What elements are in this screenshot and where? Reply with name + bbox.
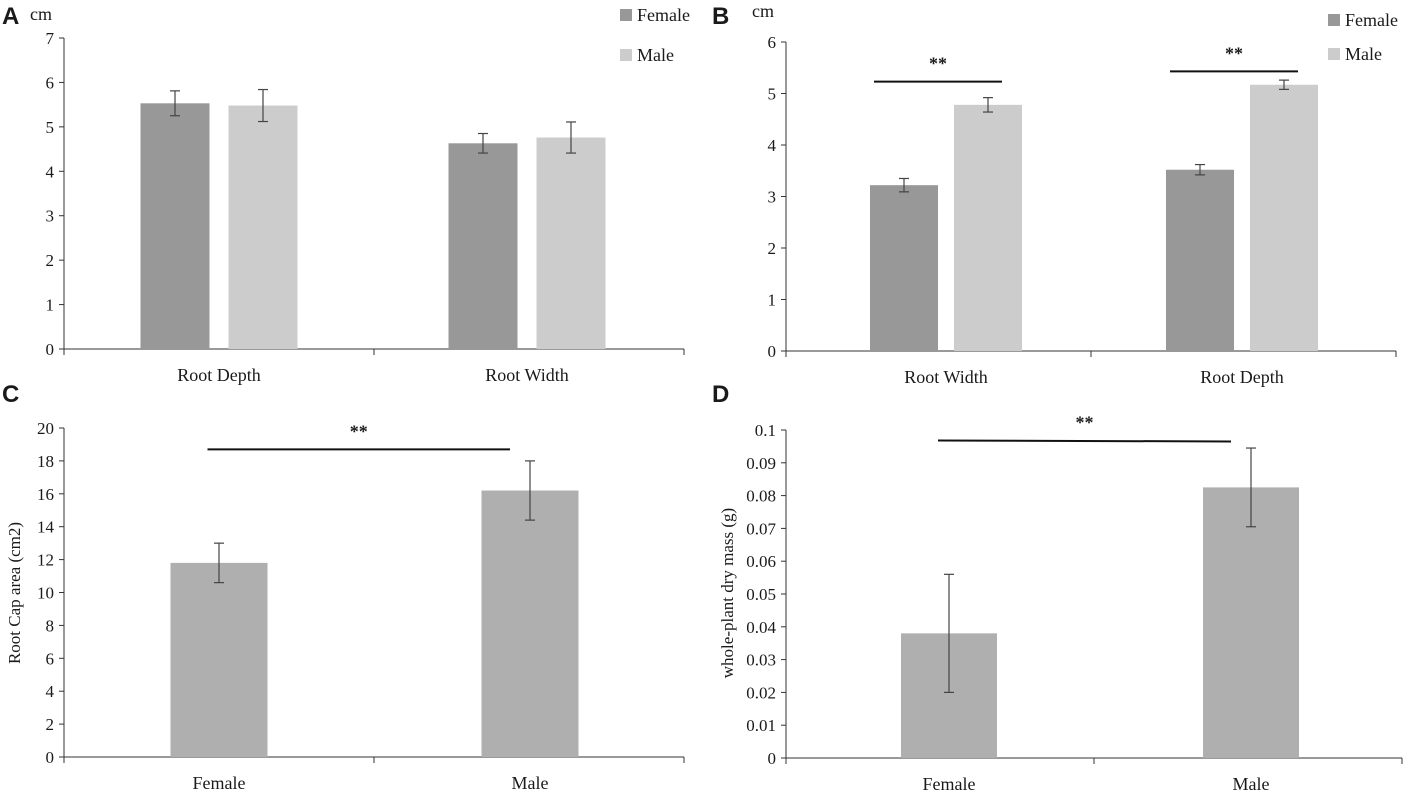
x-category-label: Male xyxy=(1233,774,1270,790)
significance-label: ** xyxy=(1076,412,1094,432)
y-tick-label: 14 xyxy=(37,518,55,537)
panel-b: B cm 0 1 2 3 4 5 6 Root Width Root Depth ** ** Fe… xyxy=(712,1,1398,387)
legend-label-female: Female xyxy=(637,5,690,25)
x-category-label: Root Depth xyxy=(177,365,261,385)
y-tick-label: 2 xyxy=(768,239,777,258)
y-tick-label: 0.06 xyxy=(746,552,776,571)
y-tick-label: 0.08 xyxy=(746,487,776,506)
panel-c-y-axis-label: Root Cap area (cm2) xyxy=(5,522,24,664)
x-category-label: Root Width xyxy=(485,365,568,385)
legend-label-male: Male xyxy=(1345,44,1382,64)
panel-d: D whole-plant dry mass (g) 0 0.01 0.02 0.03… xyxy=(712,381,1403,794)
y-tick-label: 6 xyxy=(768,33,777,52)
y-tick-label: 16 xyxy=(37,485,54,504)
panel-letter-b: B xyxy=(712,3,729,30)
y-tick-label: 0 xyxy=(768,342,777,361)
y-tick-label: 0 xyxy=(768,749,777,768)
bar-male xyxy=(954,104,1022,351)
panel-letter-a: A xyxy=(2,3,19,30)
bar-female xyxy=(870,185,938,351)
y-tick-label: 0 xyxy=(46,748,55,767)
legend-label-female: Female xyxy=(1345,10,1398,30)
y-tick-label: 8 xyxy=(46,616,55,635)
y-tick-label: 7 xyxy=(46,29,55,48)
y-tick-label: 0.07 xyxy=(746,519,776,538)
y-tick-label: 0.05 xyxy=(746,585,776,604)
bar-female xyxy=(1166,169,1234,351)
y-tick-label: 3 xyxy=(46,207,55,226)
bar-root-cap-area xyxy=(481,490,579,757)
x-category-label: Male xyxy=(512,773,549,790)
y-tick-label: 4 xyxy=(46,682,55,701)
y-tick-label: 3 xyxy=(768,188,777,207)
bar-whole-plant-dry-mass xyxy=(1203,487,1299,758)
panel-a-legend: Female Male xyxy=(620,5,690,65)
x-category-label: Root Width xyxy=(904,367,987,387)
y-tick-label: 5 xyxy=(46,118,55,137)
y-tick-label: 5 xyxy=(768,85,777,104)
panel-c-bars: ** xyxy=(170,421,579,757)
significance-label: ** xyxy=(350,421,368,441)
panel-c: C Root Cap area (cm2) 0 2 4 6 8 10 12 14 16 18 20 F… xyxy=(2,381,685,793)
legend-swatch-female xyxy=(1328,14,1340,26)
y-tick-label: 0.04 xyxy=(746,618,776,637)
panel-a-unit-label: cm xyxy=(30,4,52,24)
bar-male xyxy=(536,137,606,349)
panel-c-axes: 0 2 4 6 8 10 12 14 16 18 20 Female Male xyxy=(37,419,685,793)
y-tick-label: 0.01 xyxy=(746,716,776,735)
y-tick-label: 0.1 xyxy=(755,421,776,440)
x-category-label: Female xyxy=(193,773,246,790)
panel-letter-d: D xyxy=(712,381,729,408)
y-tick-label: 18 xyxy=(37,452,54,471)
y-tick-label: 4 xyxy=(768,136,777,155)
x-category-label: Root Depth xyxy=(1200,367,1284,387)
y-tick-label: 0 xyxy=(46,340,55,359)
bar-root-cap-area xyxy=(170,562,268,757)
panel-b-bars: ** ** xyxy=(870,43,1318,352)
panel-d-axes: 0 0.01 0.02 0.03 0.04 0.05 0.06 0.07 0.08 0.09 0.1… xyxy=(746,421,1403,794)
panel-d-bars: ** xyxy=(901,412,1299,758)
x-category-label: Female xyxy=(923,774,976,790)
y-tick-label: 0.03 xyxy=(746,651,776,670)
panel-d-y-axis-label: whole-plant dry mass (g) xyxy=(718,508,737,678)
y-tick-label: 1 xyxy=(46,296,55,315)
bar-female xyxy=(448,143,518,349)
legend-label-male: Male xyxy=(637,45,674,65)
y-tick-label: 10 xyxy=(37,584,54,603)
bar-female xyxy=(140,103,210,349)
y-tick-label: 2 xyxy=(46,251,55,270)
y-tick-label: 12 xyxy=(37,551,54,570)
y-tick-label: 1 xyxy=(768,291,777,310)
panel-b-unit-label: cm xyxy=(752,1,774,21)
y-tick-label: 4 xyxy=(46,162,55,181)
panel-letter-c: C xyxy=(2,381,19,408)
panel-a-bars xyxy=(140,88,606,349)
significance-label: ** xyxy=(929,54,947,74)
legend-swatch-female xyxy=(620,9,632,21)
legend-swatch-male xyxy=(620,49,632,61)
bar-male xyxy=(1250,84,1318,352)
panel-b-legend: Female Male xyxy=(1328,10,1398,64)
significance-label: ** xyxy=(1225,43,1243,63)
y-tick-label: 0.09 xyxy=(746,454,776,473)
significance-line xyxy=(937,439,1232,443)
panel-a: A cm 0 1 2 3 4 5 6 7 Root Depth Root Width Female… xyxy=(2,3,690,385)
bar-male xyxy=(228,105,298,349)
y-tick-label: 6 xyxy=(46,73,55,92)
y-tick-label: 6 xyxy=(46,649,55,668)
y-tick-label: 2 xyxy=(46,715,55,734)
y-tick-label: 0.02 xyxy=(746,683,776,702)
legend-swatch-male xyxy=(1328,48,1340,60)
y-tick-label: 20 xyxy=(37,419,54,438)
